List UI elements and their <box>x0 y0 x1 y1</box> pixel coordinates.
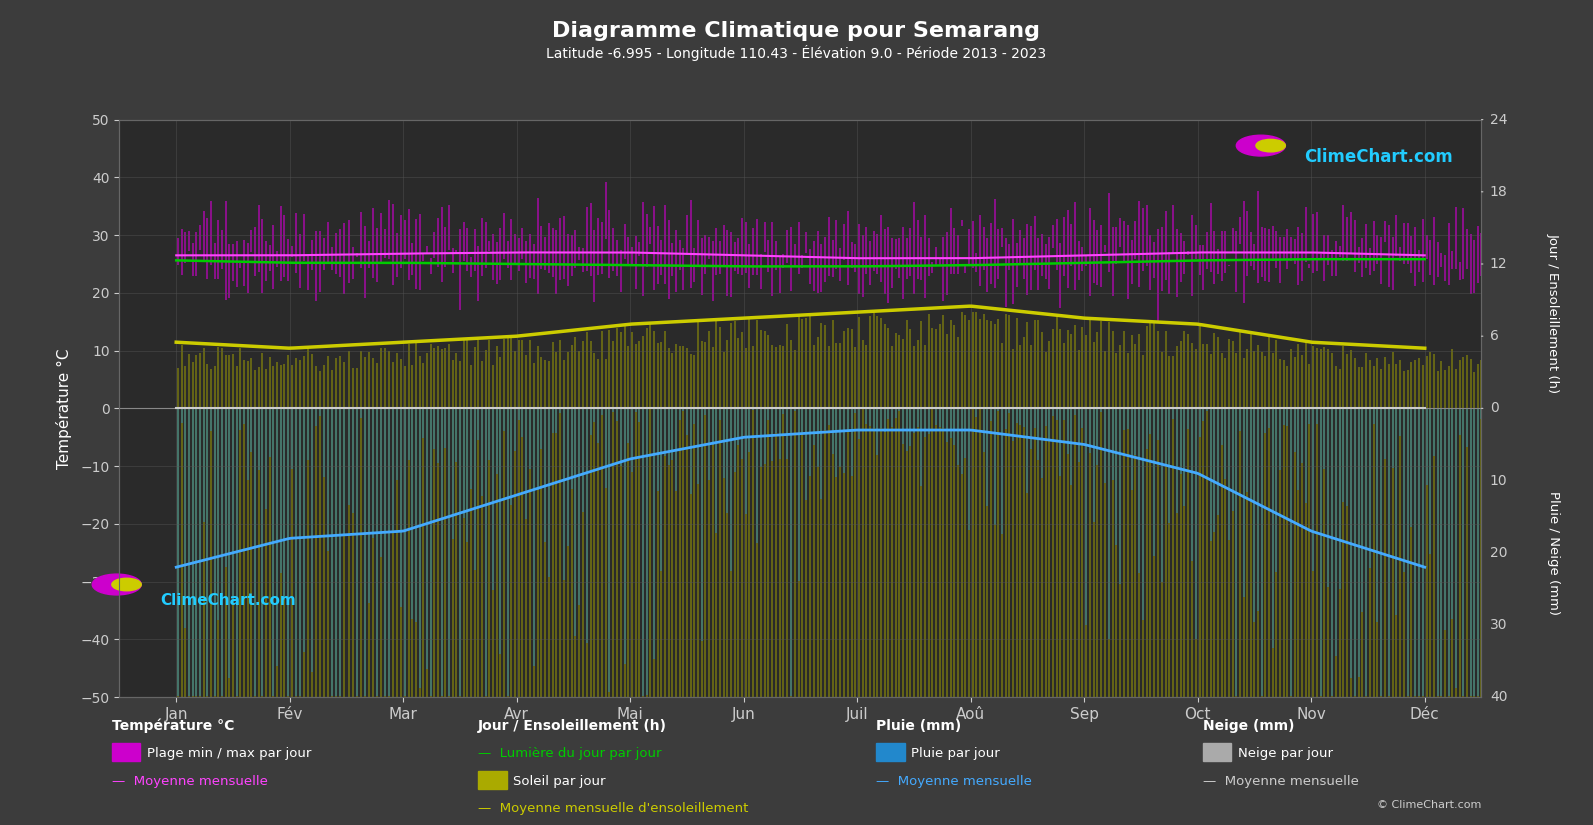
Circle shape <box>92 574 142 595</box>
Text: Jour / Ensoleillement (h): Jour / Ensoleillement (h) <box>1547 233 1560 394</box>
Text: 18: 18 <box>1489 185 1507 199</box>
Text: 40: 40 <box>1489 691 1507 704</box>
Text: 12: 12 <box>1489 257 1507 271</box>
Text: 30: 30 <box>1489 618 1507 632</box>
Text: ClimeChart.com: ClimeChart.com <box>161 593 296 608</box>
Text: Neige (mm): Neige (mm) <box>1203 719 1294 733</box>
Text: ClimeChart.com: ClimeChart.com <box>1305 148 1453 167</box>
Text: —  Moyenne mensuelle: — Moyenne mensuelle <box>1203 775 1359 788</box>
Text: Pluie / Neige (mm): Pluie / Neige (mm) <box>1547 491 1560 615</box>
Text: © ClimeChart.com: © ClimeChart.com <box>1376 800 1481 810</box>
Text: Température °C: Température °C <box>112 719 234 733</box>
Text: Latitude -6.995 - Longitude 110.43 - Élévation 9.0 - Période 2013 - 2023: Latitude -6.995 - Longitude 110.43 - Élé… <box>546 45 1047 61</box>
Text: Diagramme Climatique pour Semarang: Diagramme Climatique pour Semarang <box>553 21 1040 40</box>
Circle shape <box>1236 135 1286 156</box>
Text: —  Moyenne mensuelle: — Moyenne mensuelle <box>876 775 1032 788</box>
Text: Jour / Ensoleillement (h): Jour / Ensoleillement (h) <box>478 719 667 733</box>
Text: 24: 24 <box>1489 113 1507 126</box>
Text: —  Lumière du jour par jour: — Lumière du jour par jour <box>478 747 661 761</box>
Text: Plage min / max par jour: Plage min / max par jour <box>147 747 311 761</box>
Text: —  Moyenne mensuelle d'ensoleillement: — Moyenne mensuelle d'ensoleillement <box>478 802 749 815</box>
Text: Pluie par jour: Pluie par jour <box>911 747 1000 761</box>
Text: 20: 20 <box>1489 546 1507 559</box>
Text: 6: 6 <box>1489 329 1499 343</box>
Circle shape <box>112 578 142 591</box>
Text: —  Moyenne mensuelle: — Moyenne mensuelle <box>112 775 268 788</box>
Text: 0: 0 <box>1489 402 1499 415</box>
Text: Soleil par jour: Soleil par jour <box>513 775 605 788</box>
Text: Neige par jour: Neige par jour <box>1238 747 1333 761</box>
Text: 10: 10 <box>1489 474 1507 488</box>
Text: Pluie (mm): Pluie (mm) <box>876 719 962 733</box>
Circle shape <box>1255 139 1286 152</box>
Y-axis label: Température °C: Température °C <box>56 348 72 469</box>
